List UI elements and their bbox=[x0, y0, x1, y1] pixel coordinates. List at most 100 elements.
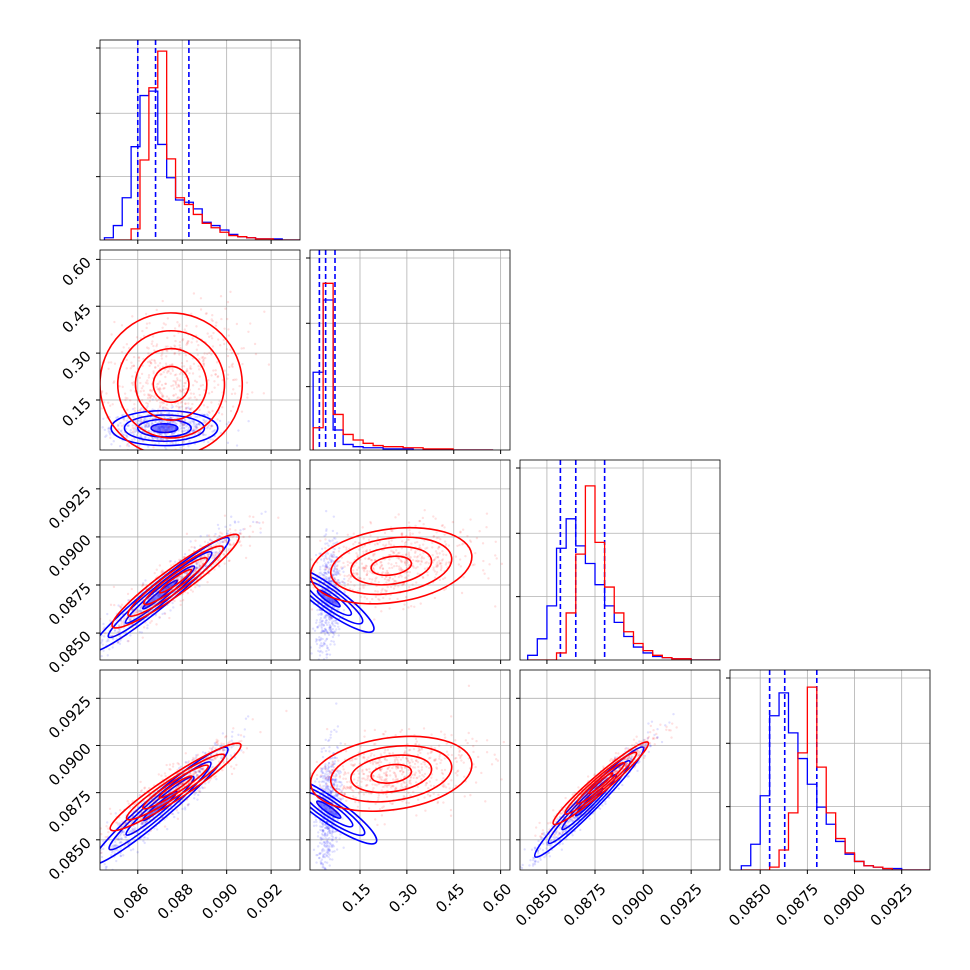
sample-point bbox=[206, 414, 210, 417]
sample-point bbox=[69, 633, 71, 635]
sample-point bbox=[189, 540, 192, 543]
sample-point bbox=[473, 563, 476, 566]
sample-point bbox=[374, 577, 377, 581]
sample-point bbox=[97, 869, 99, 871]
sample-point bbox=[116, 837, 120, 841]
sample-point bbox=[361, 526, 364, 529]
sample-point bbox=[151, 408, 154, 411]
sample-point bbox=[235, 322, 239, 326]
sample-point bbox=[219, 756, 223, 760]
sample-point bbox=[337, 608, 340, 611]
sample-point bbox=[195, 567, 198, 570]
sample-point bbox=[369, 520, 372, 524]
sample-point bbox=[227, 540, 231, 544]
sample-point bbox=[366, 572, 369, 575]
sample-point bbox=[434, 517, 437, 520]
sample-point bbox=[400, 568, 403, 571]
sample-point bbox=[204, 752, 207, 755]
sample-point bbox=[323, 642, 327, 646]
sample-point bbox=[349, 580, 352, 584]
sample-point bbox=[159, 411, 163, 415]
sample-point bbox=[187, 795, 190, 798]
sample-point bbox=[172, 431, 176, 435]
sample-point bbox=[129, 428, 132, 432]
sample-point bbox=[324, 567, 328, 570]
sample-point bbox=[436, 547, 440, 550]
contour-line bbox=[134, 347, 208, 421]
sample-point bbox=[197, 789, 200, 792]
sample-point bbox=[438, 559, 441, 562]
sample-point bbox=[333, 567, 336, 570]
sample-point bbox=[319, 539, 322, 542]
sample-point bbox=[317, 661, 319, 663]
sample-point bbox=[148, 393, 151, 396]
sample-point bbox=[408, 570, 412, 574]
sample-point bbox=[198, 770, 202, 773]
sample-point bbox=[174, 381, 178, 384]
sample-point bbox=[332, 542, 335, 545]
sample-point bbox=[296, 570, 298, 572]
sample-point bbox=[141, 821, 144, 824]
sample-point bbox=[218, 549, 222, 552]
sample-point bbox=[418, 519, 422, 523]
sample-point bbox=[390, 563, 393, 566]
sample-point bbox=[141, 583, 145, 586]
sample-point bbox=[244, 556, 248, 560]
sample-point bbox=[218, 542, 221, 546]
sample-point bbox=[226, 317, 229, 321]
sample-point bbox=[107, 367, 110, 370]
sample-point bbox=[197, 770, 200, 773]
sample-point bbox=[229, 754, 233, 757]
sample-point bbox=[305, 597, 307, 599]
sample-point bbox=[421, 575, 425, 579]
sample-point bbox=[182, 797, 186, 800]
sample-point bbox=[198, 790, 202, 793]
sample-point bbox=[321, 587, 324, 591]
contour-line bbox=[125, 775, 195, 836]
sample-point bbox=[179, 577, 183, 581]
sample-point bbox=[181, 781, 185, 785]
sample-point bbox=[355, 573, 359, 576]
sample-point bbox=[117, 604, 120, 607]
sample-point bbox=[240, 749, 243, 752]
sample-point bbox=[215, 740, 218, 744]
sample-point bbox=[172, 394, 176, 397]
sample-point bbox=[343, 589, 346, 592]
sample-point bbox=[198, 787, 201, 790]
sample-point bbox=[192, 292, 196, 295]
sample-point bbox=[120, 432, 124, 435]
sample-point bbox=[138, 793, 142, 797]
sample-point bbox=[136, 419, 139, 423]
sample-point bbox=[324, 577, 327, 581]
sample-point bbox=[128, 618, 131, 621]
sample-point bbox=[206, 553, 209, 556]
contour-line bbox=[123, 414, 206, 443]
sample-point bbox=[217, 527, 221, 530]
sample-point bbox=[362, 537, 365, 540]
sample-point bbox=[158, 616, 161, 619]
sample-point bbox=[94, 862, 96, 864]
sample-point bbox=[124, 434, 128, 437]
sample-point bbox=[346, 533, 350, 536]
sample-point bbox=[166, 469, 168, 471]
sample-point bbox=[162, 440, 165, 443]
sample-point bbox=[209, 753, 213, 757]
sample-point bbox=[330, 617, 334, 620]
sample-point bbox=[163, 416, 166, 419]
sample-point bbox=[416, 560, 419, 563]
sample-point bbox=[207, 392, 211, 395]
sample-point bbox=[397, 565, 401, 568]
sample-point bbox=[120, 635, 123, 639]
sample-point bbox=[388, 553, 391, 557]
sample-point bbox=[215, 550, 218, 554]
sample-point bbox=[124, 835, 127, 839]
sample-point bbox=[166, 317, 170, 320]
sample-point bbox=[192, 575, 196, 579]
sample-point bbox=[206, 426, 209, 430]
sample-point bbox=[481, 542, 485, 545]
sample-point bbox=[125, 444, 129, 447]
sample-point bbox=[164, 382, 167, 385]
sample-point bbox=[180, 400, 184, 404]
sample-point bbox=[347, 579, 350, 582]
sample-point bbox=[102, 840, 105, 843]
